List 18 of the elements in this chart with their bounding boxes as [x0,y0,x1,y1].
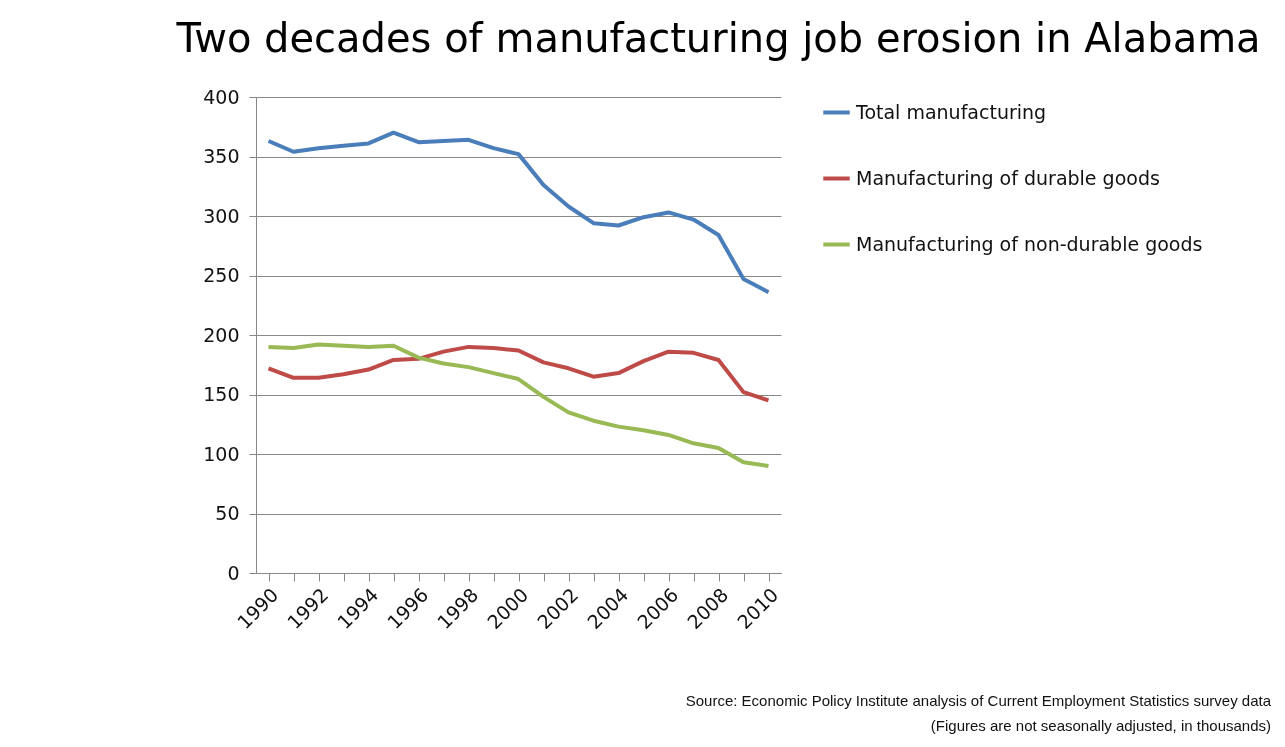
text: (Figures are not seasonally adjusted, in thousands) [929,716,1271,736]
y-tick-label: 0 [227,561,240,584]
line-series [266,130,771,295]
legend-label: Manufacturing of durable goods [856,166,1160,189]
legend-label: Total manufacturing [855,100,1047,123]
y-tick-label: 250 [203,264,240,286]
chart-title: Two decades of manufacturing job erosion in Alabama [175,15,1261,61]
y-tick-label: 50 [215,502,240,524]
line-series [266,342,771,468]
y-tick-label: 100 [203,442,240,465]
line-series [266,344,771,403]
y-tick-label: 300 [203,204,240,227]
y-tick-label: 350 [203,145,240,167]
y-tick-label: 200 [203,323,240,346]
y-tick-label: 150 [203,383,240,405]
y-tick-label: 400 [203,85,240,108]
legend-label: Manufacturing of non-durable goods [856,232,1203,255]
source-note: Source: Economic Policy Institute analysis of Current Employment Statistics survey data [685,691,1271,711]
